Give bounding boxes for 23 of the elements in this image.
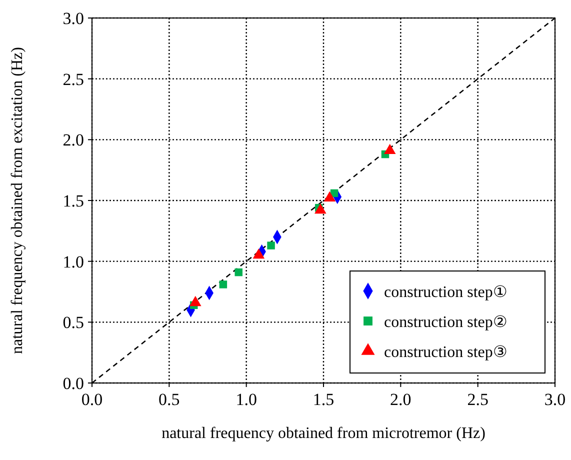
point xyxy=(384,144,396,154)
y-tick-label: 0.0 xyxy=(62,374,84,393)
y-tick-label: 2.5 xyxy=(62,70,84,89)
x-tick-label: 0.0 xyxy=(81,390,103,409)
y-axis-title: natural frequency obtained from excitation (Hz) xyxy=(9,47,26,354)
point xyxy=(267,242,275,250)
y-tick-label: 1.0 xyxy=(62,252,84,272)
y-tick-label: 2.0 xyxy=(62,130,84,150)
x-tick-label: 1.0 xyxy=(236,390,257,409)
x-tick-label: 2.0 xyxy=(390,390,412,409)
y-tick-label: 0.5 xyxy=(62,313,84,332)
legend-label: construction step③ xyxy=(384,344,507,361)
point xyxy=(234,268,242,276)
x-axis-title: natural frequency obtained from microtremor (Hz) xyxy=(162,425,486,442)
x-tick-label: 3.0 xyxy=(544,390,566,409)
x-tick-label: 2.5 xyxy=(467,390,488,409)
x-tick-label: 0.5 xyxy=(158,390,180,409)
x-tick-label: 1.5 xyxy=(312,390,334,409)
point xyxy=(219,280,228,288)
legend-label: construction step① xyxy=(384,284,507,301)
legend-label: construction step② xyxy=(384,314,507,331)
y-tick-label: 3.0 xyxy=(62,9,84,28)
y-tick-label: 1.5 xyxy=(62,192,84,210)
